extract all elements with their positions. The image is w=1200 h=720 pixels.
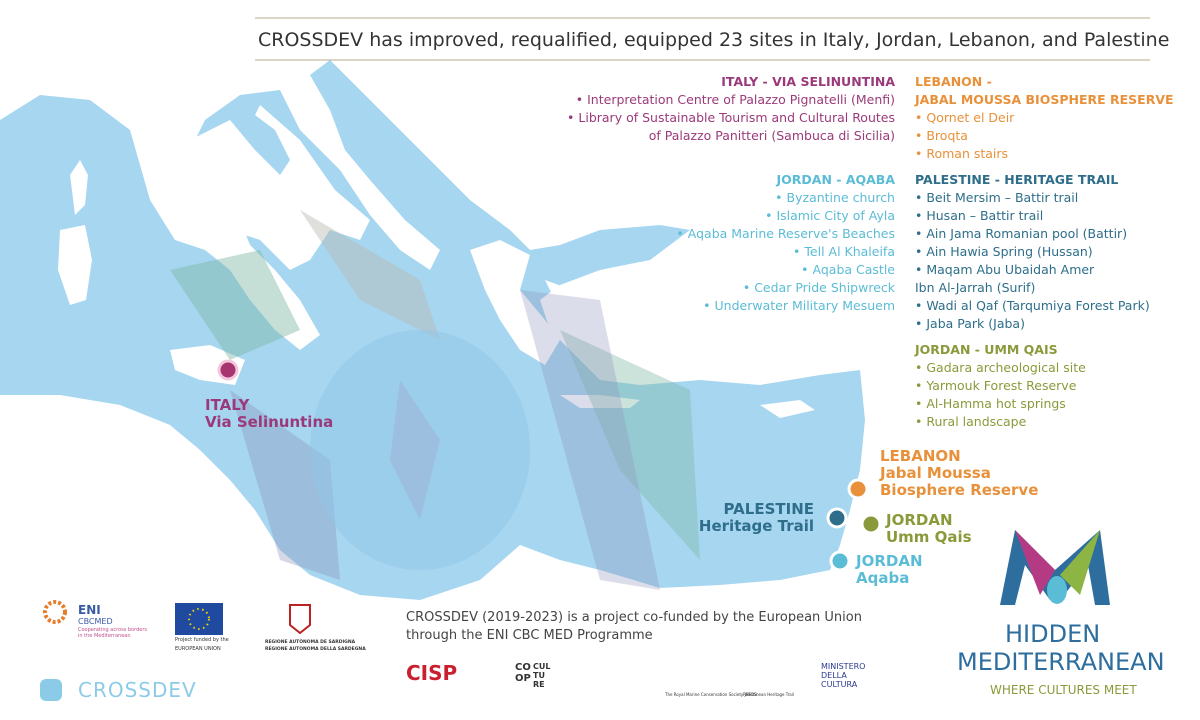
sardegna-text: REGIONE AUTÒNOMA DE SARDIGNA bbox=[265, 640, 356, 645]
marker-label: JORDAN Umm Qais bbox=[886, 512, 972, 546]
partner-text: CISP bbox=[406, 661, 458, 685]
site-item: Qornet el Deir bbox=[915, 109, 1174, 127]
funding-text: CROSSDEV (2019-2023) is a project co-fun… bbox=[406, 610, 862, 625]
eni-text: in the Mediterranean bbox=[78, 633, 131, 639]
site-list: JORDAN - UMM QAIS Gadara archeological si… bbox=[915, 341, 1086, 431]
site-item: Ain Jama Romanian pool (Battir) bbox=[915, 225, 1150, 243]
marker-italy bbox=[217, 359, 239, 381]
site-list-heading: ITALY - VIA SELINUNTINA bbox=[721, 74, 895, 89]
overlay bbox=[230, 390, 340, 580]
marker-label: PALESTINE Heritage Trail bbox=[699, 501, 814, 535]
overlay bbox=[300, 210, 440, 340]
title: CROSSDEV has improved, requalified, equi… bbox=[258, 29, 1170, 51]
site-list: LEBANON - JABAL MOUSSA BIOSPHERE RESERVE Q… bbox=[915, 73, 1174, 163]
brand-text: WHERE CULTURES MEET bbox=[990, 683, 1137, 697]
site-item: Aqaba Marine Reserve's Beaches bbox=[676, 225, 895, 243]
partner-text: CULTURA bbox=[821, 680, 858, 689]
eu-flag bbox=[175, 603, 223, 635]
site-item: Ain Hawia Spring (Hussan) bbox=[915, 243, 1150, 261]
brand-logo bbox=[1015, 530, 1055, 595]
marker-label-line: JORDAN bbox=[856, 552, 923, 570]
eu-text: Project funded by the bbox=[175, 637, 229, 643]
marker-palestine bbox=[826, 507, 848, 529]
overlay bbox=[390, 380, 440, 520]
site-item: Roman stairs bbox=[915, 145, 1174, 163]
site-item: Ibn Al-Jarrah (Surif) bbox=[915, 280, 1036, 295]
partner-text: The Royal Marine Conservation Society JR… bbox=[665, 692, 757, 697]
marker-label: LEBANON Jabal Moussa Biosphere Reserve bbox=[880, 448, 1038, 499]
marker-label-line: Biosphere Reserve bbox=[880, 481, 1039, 499]
site-item: Wadi al Qaf (Tarqumiya Forest Park) bbox=[915, 297, 1149, 315]
site-item: Interpretation Centre of Palazzo Pignate… bbox=[567, 91, 895, 109]
crossdev-name: CROSSDEV bbox=[78, 678, 197, 702]
site-item: Al-Hamma hot springs bbox=[915, 395, 1086, 413]
marker-label-line: Via Selinuntina bbox=[205, 413, 334, 431]
partner-text: CUL TU RE bbox=[533, 662, 551, 689]
marker-lebanon bbox=[847, 478, 869, 500]
partner-text: MINISTERO bbox=[821, 662, 866, 671]
site-list: JORDAN - AQABA Byzantine churchIslamic Ci… bbox=[676, 171, 895, 315]
site-list-heading: JABAL MOUSSA BIOSPHERE RESERVE bbox=[915, 92, 1174, 107]
marker-label-line: Aqaba bbox=[856, 569, 910, 587]
marker-label-line: PALESTINE bbox=[723, 500, 814, 518]
partner-text: DELLA bbox=[821, 671, 847, 680]
eni-logo bbox=[43, 600, 67, 624]
marker-label-line: JORDAN bbox=[886, 511, 953, 529]
site-item: Beit Mersim – Battir trail bbox=[915, 189, 1150, 207]
site-item: Islamic City of Ayla bbox=[676, 207, 895, 225]
site-item: Byzantine church bbox=[676, 189, 895, 207]
site-item: of Palazzo Panitteri (Sambuca di Sicilia… bbox=[648, 128, 895, 143]
site-item: Tell Al Khaleifa bbox=[676, 243, 895, 261]
site-item: Husan – Battir trail bbox=[915, 207, 1150, 225]
overlay bbox=[310, 330, 530, 570]
sardegna-logo bbox=[289, 604, 311, 635]
site-item: Gadara archeological site bbox=[915, 359, 1085, 377]
marker-jordan-umm-qais bbox=[860, 513, 882, 535]
site-list-heading: JORDAN - AQABA bbox=[776, 172, 895, 187]
overlay bbox=[520, 290, 660, 590]
site-list-heading: JORDAN - UMM QAIS bbox=[915, 342, 1058, 357]
site-list-heading: PALESTINE - HERITAGE TRAIL bbox=[915, 172, 1119, 187]
site-item: Cedar Pride Shipwreck bbox=[676, 279, 895, 297]
site-item: Underwater Military Mesuem bbox=[676, 297, 895, 315]
site-item: Jaba Park (Jaba) bbox=[915, 315, 1150, 333]
brand-logo bbox=[1060, 530, 1100, 595]
eu-stars bbox=[188, 608, 210, 630]
marker-label-line: Umm Qais bbox=[886, 528, 972, 546]
site-list-heading: LEBANON - bbox=[915, 74, 992, 89]
marker-label-line: Jabal Moussa bbox=[880, 464, 991, 482]
site-item: Library of Sustainable Tourism and Cultu… bbox=[567, 109, 895, 127]
site-item: Maqam Abu Ubaidah Amer bbox=[915, 261, 1150, 279]
overlay bbox=[560, 330, 700, 560]
site-list: PALESTINE - HERITAGE TRAIL Beit Mersim – … bbox=[915, 171, 1150, 333]
overlay bbox=[170, 250, 300, 360]
funding-text: through the ENI CBC MED Programme bbox=[406, 628, 653, 643]
site-list: ITALY - VIA SELINUNTINA Interpretation Ce… bbox=[567, 73, 895, 145]
partner-text: Palestinean Heritage Trail bbox=[743, 692, 794, 697]
land bbox=[58, 105, 815, 418]
eni-text: ENI bbox=[78, 603, 101, 617]
partner-text: CO OP bbox=[515, 662, 531, 684]
site-item: Rural landscape bbox=[915, 413, 1086, 431]
brand-text: HIDDEN bbox=[1005, 620, 1101, 648]
crossdev-icon bbox=[40, 679, 62, 701]
marker-label: ITALY Via Selinuntina bbox=[205, 397, 333, 431]
marker-label-line: ITALY bbox=[205, 396, 250, 414]
marker-label: JORDAN Aqaba bbox=[856, 553, 923, 587]
marker-label-line: LEBANON bbox=[880, 447, 961, 465]
eni-text: CBCMED bbox=[78, 617, 113, 626]
marker-label-line: Heritage Trail bbox=[698, 517, 814, 535]
site-item: Aqaba Castle bbox=[676, 261, 895, 279]
eni-text: Cooperating across borders bbox=[78, 627, 147, 633]
site-item: Broqta bbox=[915, 127, 1174, 145]
site-item: Yarmouk Forest Reserve bbox=[915, 377, 1086, 395]
brand-logo bbox=[1047, 576, 1067, 604]
marker-jordan-aqaba bbox=[829, 550, 851, 572]
sardegna-text: REGIONE AUTONOMA DELLA SARDEGNA bbox=[265, 647, 366, 652]
brand-text: MEDITERRANEAN bbox=[957, 648, 1165, 676]
eu-text: EUROPEAN UNION bbox=[175, 646, 221, 652]
